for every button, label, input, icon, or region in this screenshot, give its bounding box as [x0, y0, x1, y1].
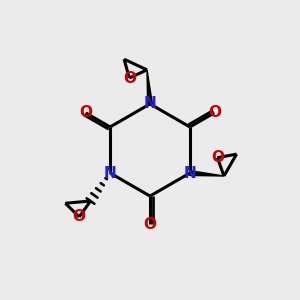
Text: O: O [208, 105, 221, 120]
Polygon shape [147, 70, 152, 104]
Text: N: N [144, 96, 156, 111]
Text: O: O [123, 70, 136, 86]
Text: O: O [79, 105, 92, 120]
Text: O: O [211, 150, 224, 165]
Text: N: N [104, 166, 116, 181]
Text: O: O [143, 217, 157, 232]
Text: N: N [184, 166, 196, 181]
Polygon shape [190, 171, 224, 176]
Text: O: O [73, 209, 86, 224]
